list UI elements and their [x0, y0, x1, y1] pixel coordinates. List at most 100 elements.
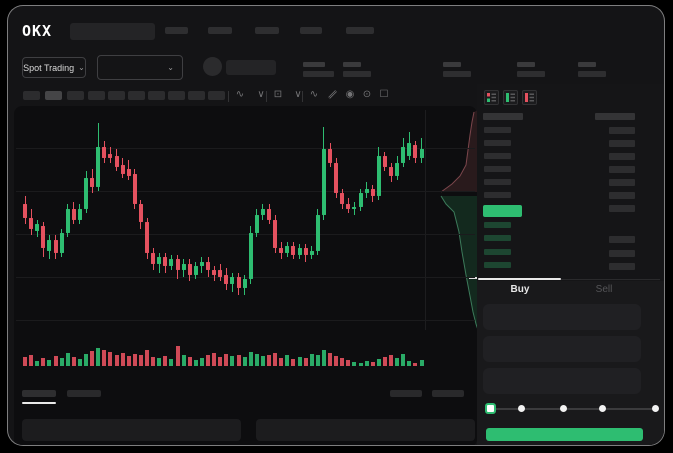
orderbook-view-all-icon[interactable]: [484, 90, 499, 105]
bid-row-price[interactable]: [484, 235, 511, 242]
volume-bar: [413, 363, 418, 366]
ask-row-price[interactable]: [484, 153, 511, 159]
slider-handle[interactable]: [485, 403, 496, 414]
volume-bar: [321, 350, 326, 366]
candle-body: [199, 261, 204, 266]
ask-row-price[interactable]: [484, 179, 511, 185]
amount-input[interactable]: [483, 336, 641, 362]
volume-bar: [285, 355, 290, 366]
timeframe-button-2[interactable]: [45, 91, 62, 100]
snapshot-icon[interactable]: ◉: [345, 89, 355, 100]
stat-value-2: [343, 71, 371, 77]
timeframe-button-3[interactable]: [67, 91, 84, 100]
bottom-control-1[interactable]: [390, 390, 422, 397]
timeframe-button-4[interactable]: [88, 91, 105, 100]
candle-body: [291, 246, 296, 255]
timeframe-button-10[interactable]: [208, 91, 225, 100]
bid-row-price[interactable]: [484, 222, 511, 228]
nav-item-3[interactable]: [255, 27, 279, 34]
tab-buy[interactable]: Buy: [510, 284, 530, 295]
chart-style-icon[interactable]: ∿: [235, 89, 245, 100]
indicator-dropdown-icon[interactable]: ∨: [294, 89, 302, 100]
candle-body: [138, 204, 143, 222]
bid-row-price[interactable]: [484, 262, 511, 269]
ask-row-amount: [609, 153, 635, 160]
stat-value-5: [578, 71, 606, 77]
volume-bar: [53, 356, 58, 366]
nav-item-4[interactable]: [300, 27, 322, 34]
gridline: [16, 148, 475, 149]
candle-body: [309, 250, 314, 255]
candle-body: [224, 274, 229, 284]
ask-row-price[interactable]: [484, 127, 511, 133]
candle-body: [254, 215, 259, 233]
volume-bar: [151, 357, 156, 366]
candle-body: [23, 204, 27, 218]
slider-stop-2[interactable]: [517, 405, 525, 412]
orderbook-last-price[interactable]: [483, 205, 522, 217]
slider-stop-5[interactable]: [651, 405, 659, 412]
price-input[interactable]: [483, 304, 641, 330]
candle-body: [145, 222, 149, 253]
bid-row-price[interactable]: [484, 248, 511, 255]
okx-logo[interactable]: OKX: [22, 22, 53, 40]
volume-bar: [370, 362, 375, 366]
line-tool-icon[interactable]: ∿: [309, 89, 319, 100]
indicator-icon[interactable]: ⊡: [273, 89, 283, 100]
orderbook-col-header-amount: [595, 113, 635, 120]
volume-bar: [114, 355, 119, 366]
draw-tool-icon[interactable]: ∥: [326, 88, 339, 101]
volume-bar: [315, 355, 320, 366]
volume-bar: [309, 354, 314, 366]
fullscreen-icon[interactable]: ☐: [379, 89, 389, 100]
bottom-panel-right[interactable]: [256, 419, 475, 441]
chevron-down-icon: ⌄: [78, 63, 85, 72]
chart-canvas[interactable]: [14, 106, 477, 445]
orderbook-view-bids-icon[interactable]: [503, 90, 518, 105]
ask-row-price[interactable]: [484, 192, 511, 198]
settings-icon[interactable]: ⊙: [362, 89, 372, 100]
slider-stop-4[interactable]: [598, 405, 606, 412]
candle-body: [53, 239, 58, 253]
candle-body: [41, 226, 46, 249]
tab-sell[interactable]: Sell: [595, 284, 613, 295]
gridline: [16, 234, 475, 235]
volume-bar: [84, 354, 88, 366]
candle-body: [169, 259, 174, 266]
market-type-selector[interactable]: Spot Trading ⌄: [22, 57, 86, 78]
buy-submit-button[interactable]: [486, 428, 643, 441]
total-input[interactable]: [483, 368, 641, 394]
timeframe-button-9[interactable]: [188, 91, 205, 100]
volume-bar: [59, 358, 64, 366]
search-placeholder[interactable]: [70, 23, 155, 40]
volume-bar: [169, 359, 174, 366]
candle-body: [413, 145, 418, 159]
volume-bar: [212, 353, 217, 366]
nav-item-1[interactable]: [165, 27, 188, 34]
ask-row-price[interactable]: [484, 166, 511, 172]
timeframe-button-8[interactable]: [168, 91, 185, 100]
timeframe-button-1[interactable]: [23, 91, 40, 100]
stat-value-1: [303, 71, 334, 77]
coin-avatar[interactable]: [203, 57, 222, 76]
bottom-control-2[interactable]: [432, 390, 464, 397]
bottom-tab-1[interactable]: [22, 390, 56, 397]
volume-bar: [23, 357, 27, 366]
candle-body: [315, 215, 320, 251]
ask-row-price[interactable]: [484, 140, 511, 146]
toolbar-divider: [228, 91, 229, 102]
style-dropdown-icon[interactable]: ∨: [257, 89, 265, 100]
bid-row-amount: [609, 236, 635, 244]
nav-item-5[interactable]: [346, 27, 374, 34]
orderbook-view-asks-icon[interactable]: [522, 90, 537, 105]
bottom-panel-left[interactable]: [22, 419, 241, 441]
timeframe-button-5[interactable]: [108, 91, 125, 100]
timeframe-button-7[interactable]: [148, 91, 165, 100]
bottom-tab-2[interactable]: [67, 390, 101, 397]
nav-item-2[interactable]: [208, 27, 232, 34]
pair-selector[interactable]: ⌄: [97, 55, 183, 80]
amount-slider[interactable]: [488, 408, 656, 410]
timeframe-button-6[interactable]: [128, 91, 145, 100]
slider-stop-3[interactable]: [559, 405, 567, 412]
bid-row-amount: [609, 263, 635, 271]
